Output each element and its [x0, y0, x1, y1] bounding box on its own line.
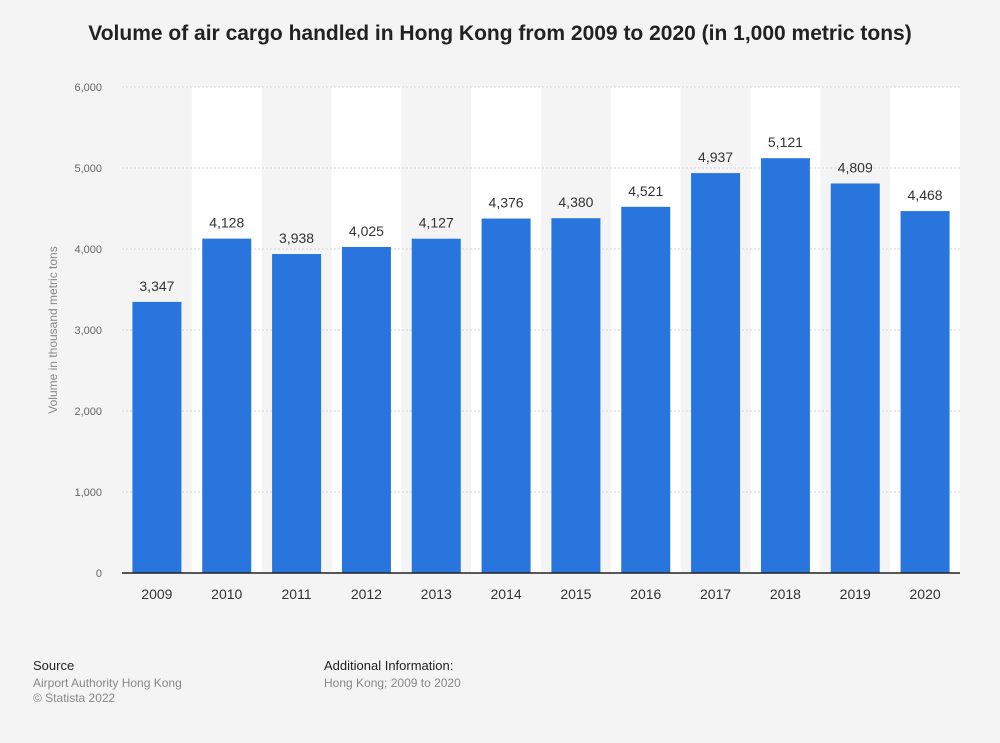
- data-label: 4,521: [628, 183, 663, 199]
- data-label: 4,380: [558, 194, 593, 210]
- x-tick-label: 2015: [560, 586, 591, 602]
- bar: [481, 218, 531, 573]
- y-tick-label: 2,000: [74, 406, 102, 418]
- bar-chart: 0 1,000 2,000 3,000 4,000 5,000 6,000 Volume in…: [46, 82, 960, 602]
- x-tick-label: 2018: [770, 586, 801, 602]
- chart-title: Volume of air cargo handled in Hong Kong…: [88, 22, 912, 45]
- bar: [551, 218, 601, 573]
- bar: [202, 238, 252, 573]
- data-label: 4,376: [489, 195, 524, 211]
- source-heading: Source: [33, 658, 75, 673]
- x-tick-label: 2012: [351, 586, 382, 602]
- data-label: 4,937: [698, 149, 733, 165]
- bar: [830, 183, 880, 573]
- data-label: 5,121: [768, 134, 803, 150]
- data-label: 4,468: [908, 187, 943, 203]
- x-tick-label: 2013: [421, 586, 452, 602]
- bar: [621, 206, 671, 573]
- bar: [341, 246, 391, 573]
- data-label: 4,127: [419, 215, 454, 231]
- x-tick-label: 2010: [211, 586, 242, 602]
- additional-info-heading: Additional Information:: [324, 658, 454, 673]
- x-tick-label: 2020: [910, 586, 941, 602]
- bar: [132, 301, 182, 573]
- y-axis-title: Volume in thousand metric tons: [46, 246, 60, 413]
- y-tick-label: 6,000: [74, 82, 102, 94]
- y-tick-label: 0: [96, 568, 102, 580]
- y-tick-label: 1,000: [74, 487, 102, 499]
- bar: [411, 238, 461, 573]
- bar: [760, 158, 810, 573]
- data-label: 3,938: [279, 230, 314, 246]
- bar: [900, 211, 950, 574]
- x-tick-label: 2019: [840, 586, 871, 602]
- y-tick-label: 4,000: [74, 244, 102, 256]
- bar: [691, 173, 741, 573]
- data-label: 4,128: [209, 215, 244, 231]
- x-tick-label: 2014: [491, 586, 522, 602]
- additional-info-text: Hong Kong; 2009 to 2020: [324, 676, 461, 690]
- x-tick-label: 2016: [630, 586, 661, 602]
- copyright-line: © Statista 2022: [33, 691, 116, 705]
- data-label: 3,347: [139, 278, 174, 294]
- x-tick-label: 2011: [282, 586, 312, 602]
- y-tick-label: 5,000: [74, 163, 102, 175]
- data-label: 4,025: [349, 223, 384, 239]
- x-tick-label: 2009: [141, 586, 172, 602]
- source-line: Airport Authority Hong Kong: [33, 676, 182, 690]
- x-tick-label: 2017: [700, 586, 731, 602]
- data-label: 4,809: [838, 159, 873, 175]
- bar: [272, 254, 322, 573]
- y-tick-label: 3,000: [74, 325, 102, 337]
